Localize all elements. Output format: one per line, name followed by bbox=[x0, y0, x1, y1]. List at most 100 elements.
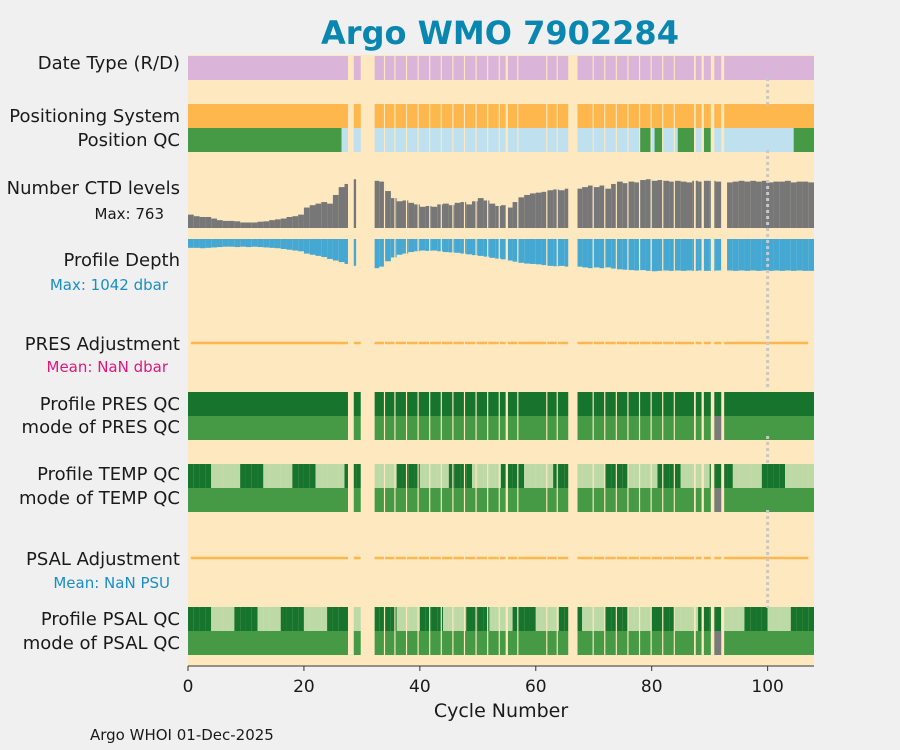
profile-bars bbox=[188, 179, 814, 272]
temp-qc-band bbox=[489, 464, 496, 488]
ctd-level-bar bbox=[564, 188, 571, 228]
ctd-level-bar bbox=[512, 202, 519, 228]
temp-qc-band bbox=[466, 464, 473, 488]
profile-depth-bar bbox=[593, 239, 600, 268]
psal-qc-band bbox=[599, 607, 606, 631]
temp-qc-band bbox=[657, 464, 664, 488]
psal-qc-band bbox=[280, 607, 287, 631]
psal-qc-band bbox=[274, 607, 281, 631]
profile-depth-bar bbox=[495, 239, 501, 259]
profile-depth-bar bbox=[564, 239, 571, 267]
profile-depth-bar bbox=[327, 239, 333, 259]
temp-qc-band bbox=[495, 464, 501, 488]
temp-qc-band bbox=[390, 464, 397, 488]
profile-depth-bar bbox=[240, 239, 246, 247]
row-label: Position QC bbox=[77, 130, 180, 151]
temp-qc-band bbox=[645, 464, 652, 488]
gap-column bbox=[417, 55, 419, 666]
temp-qc-band bbox=[222, 464, 229, 488]
ctd-level-bar bbox=[535, 192, 542, 228]
profile-depth-bar bbox=[703, 239, 710, 271]
ctd-level-bar bbox=[703, 180, 710, 228]
profile-depth-bar bbox=[727, 239, 733, 271]
ctd-level-bar bbox=[414, 204, 420, 228]
temp-qc-band bbox=[257, 464, 264, 488]
temp-qc-band bbox=[448, 464, 455, 488]
ctd-level-bar bbox=[518, 197, 525, 228]
ctd-level-bar bbox=[379, 181, 386, 228]
profile-depth-bar bbox=[761, 239, 768, 271]
ctd-level-bar bbox=[489, 203, 496, 228]
profile-depth-bar bbox=[222, 239, 229, 247]
psal-qc-band bbox=[315, 607, 322, 631]
gap-column bbox=[710, 55, 715, 666]
psal-qc-band bbox=[251, 607, 258, 631]
psal-qc-band bbox=[477, 607, 484, 631]
profile-depth-bar bbox=[188, 239, 194, 248]
profile-depth-bar bbox=[234, 239, 241, 248]
psal-qc-band bbox=[460, 607, 467, 631]
row-sublabel: Mean: NaN PSU bbox=[53, 574, 170, 592]
profile-depth-bar bbox=[698, 239, 704, 271]
gap-column bbox=[546, 55, 548, 666]
psal-qc-band bbox=[611, 607, 617, 631]
position-qc-band bbox=[188, 128, 342, 152]
profile-depth-bar bbox=[193, 239, 200, 248]
profile-depth-bar bbox=[512, 239, 519, 262]
ctd-level-bar bbox=[448, 205, 455, 228]
psal-qc-band bbox=[744, 607, 751, 631]
ctd-level-bar bbox=[280, 218, 287, 228]
temp-qc-band bbox=[437, 464, 444, 488]
temp-qc-band bbox=[454, 464, 461, 488]
temp-qc-band bbox=[211, 464, 217, 488]
ctd-level-bar bbox=[402, 200, 409, 228]
ctd-level-bar bbox=[767, 182, 774, 228]
psal-qc-band bbox=[576, 607, 583, 631]
psal-qc-band bbox=[686, 607, 693, 631]
temp-mode-band bbox=[714, 488, 722, 512]
chart-title: Argo WMO 7902284 bbox=[321, 14, 679, 52]
profile-depth-bar bbox=[257, 239, 264, 248]
psal-qc-band bbox=[518, 607, 525, 631]
ctd-level-bar bbox=[437, 204, 444, 228]
gap-column bbox=[505, 55, 508, 666]
plot-area bbox=[188, 55, 814, 666]
psal-qc-band bbox=[605, 607, 612, 631]
missing-cycle-gaps bbox=[347, 55, 725, 666]
ctd-level-bar bbox=[332, 194, 339, 228]
temp-qc-band bbox=[274, 464, 281, 488]
profile-depth-bar bbox=[773, 239, 780, 271]
psal-qc-band bbox=[564, 607, 571, 631]
psal-qc-band bbox=[495, 607, 501, 631]
temp-qc-band bbox=[587, 464, 594, 488]
profile-depth-bar bbox=[298, 239, 304, 252]
temp-qc-band bbox=[240, 464, 246, 488]
psal-qc-band bbox=[756, 607, 762, 631]
psal-qc-band bbox=[785, 607, 791, 631]
position-qc-band bbox=[341, 128, 814, 152]
gap-column bbox=[429, 55, 431, 666]
profile-depth-bar bbox=[796, 239, 803, 271]
profile-depth-bar bbox=[738, 239, 745, 271]
profile-depth-bar bbox=[466, 239, 473, 255]
psal-qc-band bbox=[674, 607, 681, 631]
row-sublabel: Mean: NaN dbar bbox=[47, 358, 169, 376]
psal-qc-band bbox=[211, 607, 217, 631]
ctd-level-bar bbox=[587, 185, 594, 228]
ctd-level-bar bbox=[454, 202, 461, 228]
profile-depth-bar bbox=[419, 239, 426, 251]
psal-qc-band bbox=[808, 607, 814, 631]
ctd-level-bar bbox=[541, 191, 548, 228]
profile-depth-bar bbox=[785, 239, 791, 271]
psal-qc-band bbox=[402, 607, 409, 631]
psal-qc-band bbox=[205, 607, 212, 631]
temp-qc-band bbox=[477, 464, 484, 488]
temp-qc-band bbox=[506, 464, 513, 488]
gap-column bbox=[475, 55, 477, 666]
temp-qc-band bbox=[234, 464, 241, 488]
row-label: Profile TEMP QC bbox=[37, 464, 180, 485]
ctd-level-bar bbox=[274, 219, 281, 228]
psal-qc-band bbox=[698, 607, 704, 631]
profile-depth-bar bbox=[338, 239, 345, 263]
